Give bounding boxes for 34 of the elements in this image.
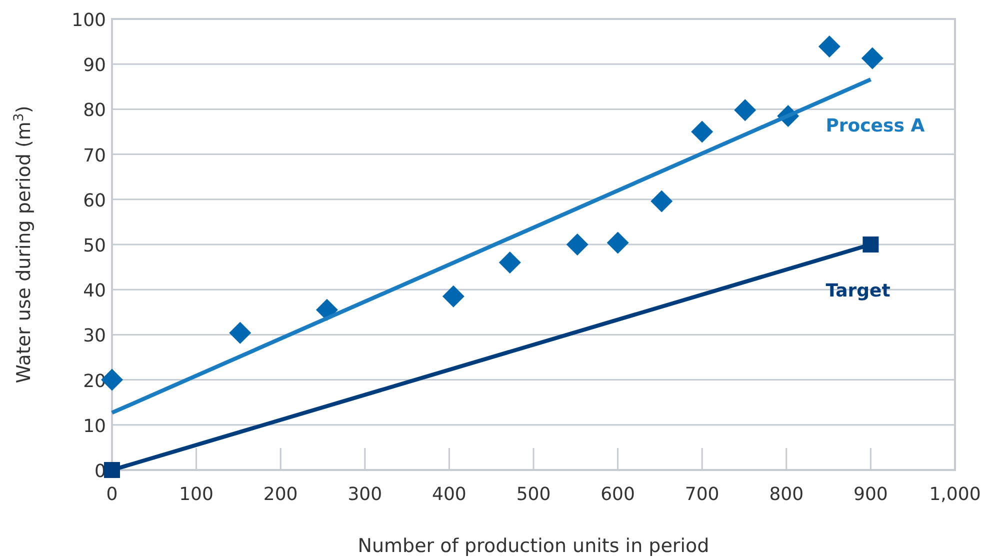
- x-tick-label: 700: [684, 484, 720, 505]
- point: [861, 47, 884, 70]
- x-tick-label: 100: [179, 484, 214, 505]
- series-label: Process A: [826, 115, 925, 136]
- point: [606, 232, 629, 254]
- point: [862, 236, 879, 252]
- point: [229, 322, 252, 344]
- point: [650, 190, 673, 212]
- y-tick-label: 30: [83, 326, 106, 347]
- point: [442, 285, 464, 308]
- y-tick-label: 80: [83, 100, 106, 122]
- series-label: Target: [826, 280, 891, 302]
- point: [734, 99, 756, 122]
- y-tick-label: 50: [83, 236, 106, 256]
- x-tick-label: 400: [432, 484, 466, 505]
- x-tick-label: 300: [348, 484, 382, 505]
- x-tick-label: 500: [516, 484, 551, 505]
- y-tick-label: 90: [83, 55, 106, 76]
- y-tick-label: 70: [83, 145, 106, 166]
- point: [566, 234, 588, 256]
- x-tick-label: 800: [769, 484, 804, 505]
- x-axis-title: Number of production units in period: [358, 535, 710, 557]
- x-tick-label: 1,000: [929, 484, 981, 505]
- x-tick-label: 900: [854, 484, 888, 505]
- point: [818, 36, 840, 58]
- y-tick-label: 100: [72, 10, 106, 31]
- y-tick-label: 60: [83, 190, 106, 212]
- point: [104, 462, 120, 478]
- point: [691, 120, 714, 143]
- y-tick-label: 10: [83, 416, 106, 437]
- x-tick-label: 600: [600, 484, 635, 505]
- x-tick-label: 200: [263, 484, 298, 505]
- point: [498, 252, 521, 274]
- y-tick-label: 40: [83, 280, 106, 302]
